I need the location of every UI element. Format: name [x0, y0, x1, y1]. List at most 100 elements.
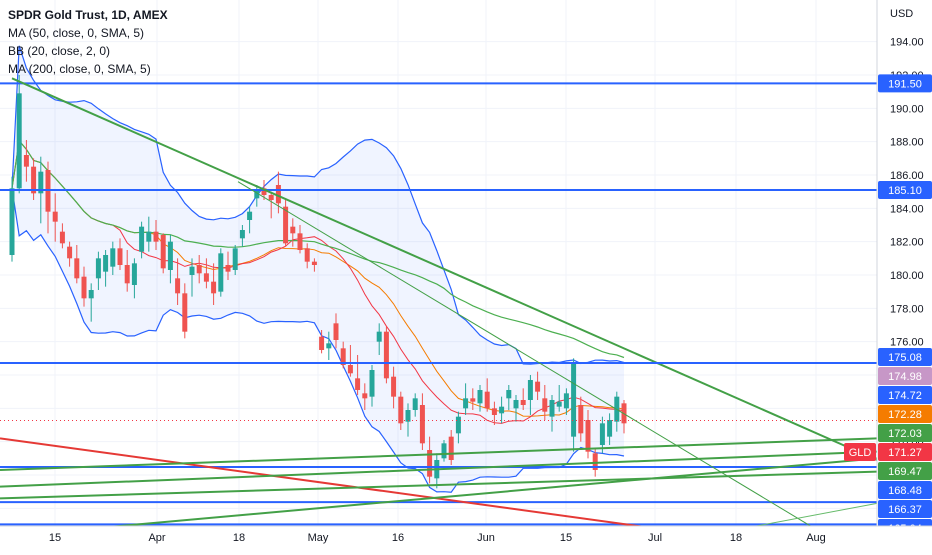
currency-label: USD	[890, 8, 913, 20]
legend-study-bb[interactable]: BB (20, close, 2, 0)	[8, 44, 111, 58]
candle	[59, 231, 65, 244]
price-label: 168.48	[888, 485, 922, 497]
candle	[369, 370, 375, 397]
price-label: 174.72	[888, 390, 922, 402]
candle	[175, 278, 181, 294]
y-tick-label: 186.00	[890, 170, 924, 182]
candle	[499, 406, 505, 414]
trend-line[interactable]	[0, 470, 878, 500]
candle	[542, 398, 548, 412]
x-tick-label: 15	[560, 532, 572, 544]
price-label-box	[878, 181, 932, 199]
x-tick-label: 18	[233, 532, 245, 544]
candle	[67, 246, 73, 259]
price-label-box	[878, 443, 932, 461]
candle	[311, 261, 317, 265]
candle	[160, 235, 166, 269]
legend-study-ma200[interactable]: MA (200, close, 0, SMA, 5)	[8, 62, 151, 76]
price-label: 171.27	[888, 447, 922, 459]
candle	[88, 290, 94, 299]
trend-line[interactable]	[0, 450, 878, 488]
y-tick-label: 178.00	[890, 303, 924, 315]
candle	[355, 378, 361, 390]
candle	[513, 400, 519, 409]
time-axis: 15 Apr 18 May 16 Jun 15 Jul 18 Aug	[0, 525, 932, 550]
y-tick-label: 182.00	[890, 237, 924, 249]
x-tick-label: Jun	[477, 532, 495, 544]
price-label: 174.98	[888, 371, 922, 383]
candle	[23, 155, 29, 167]
x-tick-label: Aug	[806, 532, 826, 544]
price-label: 172.28	[888, 409, 922, 421]
trend-line[interactable]	[11, 77, 878, 461]
candle	[470, 398, 476, 402]
legend-study-ma50[interactable]: MA (50, close, 0, SMA, 5)	[8, 26, 145, 40]
candle	[405, 410, 411, 422]
y-tick-label: 180.00	[890, 270, 924, 282]
legend-title[interactable]: SPDR Gold Trust, 1D, AMEX	[8, 8, 168, 22]
candle	[549, 400, 555, 417]
moving-averages	[11, 139, 625, 424]
candle	[110, 248, 116, 267]
legend: SPDR Gold Trust, 1D, AMEX MA (50, close,…	[8, 6, 168, 78]
candle	[391, 376, 397, 397]
bb-band-fill	[12, 45, 624, 493]
trend-line[interactable]	[0, 437, 878, 471]
candle	[419, 405, 425, 444]
candle	[535, 381, 541, 392]
candle	[398, 396, 404, 424]
candle	[239, 230, 245, 239]
price-label-box	[878, 424, 932, 442]
candle	[117, 248, 123, 265]
candle	[131, 263, 137, 285]
candle	[146, 231, 152, 242]
candle	[484, 391, 490, 409]
y-tick-label: 190.00	[890, 103, 924, 115]
price-label-box	[878, 500, 932, 518]
price-label-box	[878, 462, 932, 480]
candle	[218, 253, 224, 292]
trend-line[interactable]	[0, 457, 878, 538]
candle	[571, 363, 577, 437]
candle	[347, 365, 353, 374]
candle	[167, 241, 173, 270]
candle	[211, 281, 217, 294]
candle	[599, 423, 605, 445]
candle	[585, 420, 591, 452]
candle	[81, 276, 87, 299]
candle	[340, 348, 346, 365]
candle	[232, 248, 238, 270]
candle	[578, 405, 584, 434]
candle	[326, 343, 332, 349]
price-axis: USD166.00168.00170.00172.00174.00176.001…	[844, 0, 932, 550]
price-label-box	[878, 481, 932, 499]
candle	[268, 195, 274, 200]
grid	[0, 0, 877, 526]
candle	[189, 266, 195, 275]
candle	[283, 206, 289, 244]
price-label: 191.50	[888, 78, 922, 90]
candle	[31, 166, 37, 194]
y-tick-label: 176.00	[890, 337, 924, 349]
candle	[427, 450, 433, 477]
candle	[448, 436, 454, 460]
candle	[182, 293, 188, 332]
bollinger-bands	[11, 45, 625, 493]
candle	[290, 226, 296, 234]
candle	[261, 188, 267, 195]
candle	[304, 248, 310, 262]
trend-line[interactable]	[237, 181, 821, 533]
price-label: 175.08	[888, 352, 922, 364]
drawn-lines	[0, 77, 878, 541]
trend-line[interactable]	[0, 437, 741, 541]
candle	[275, 185, 281, 204]
candle	[441, 443, 447, 459]
candle	[247, 211, 253, 220]
candle	[455, 416, 461, 434]
price-label: 172.03	[888, 428, 922, 440]
y-tick-label: 184.00	[890, 203, 924, 215]
candle	[103, 255, 109, 272]
time-axis-background	[0, 526, 932, 550]
